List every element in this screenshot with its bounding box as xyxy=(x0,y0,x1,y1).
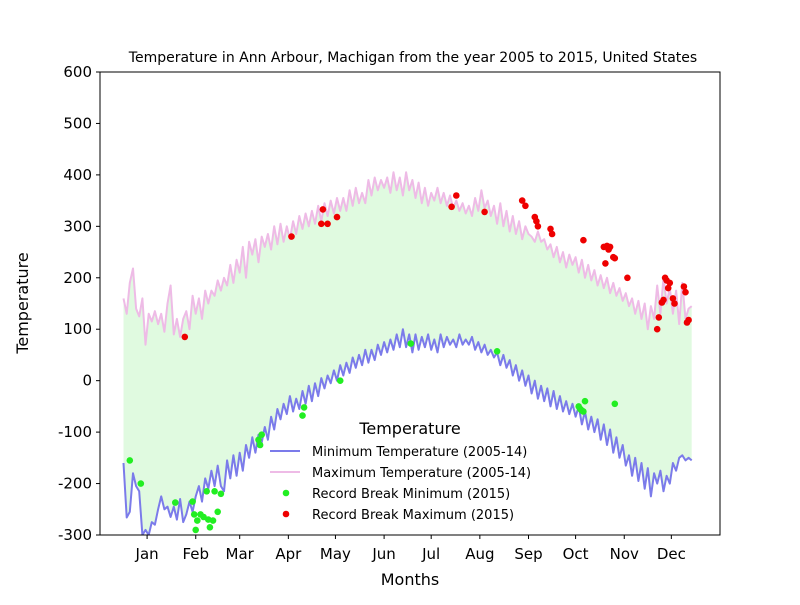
record-max-point xyxy=(664,284,672,292)
legend-title: Temperature xyxy=(358,419,460,438)
x-tick-label: Jun xyxy=(371,545,395,563)
record-min-point xyxy=(581,397,589,405)
legend-entry-label: Minimum Temperature (2005-14) xyxy=(312,445,527,460)
record-min-point xyxy=(611,400,619,408)
record-max-point xyxy=(655,314,663,321)
record-max-point xyxy=(547,225,554,233)
x-tick-label: Jan xyxy=(135,545,159,563)
y-tick-label: 200 xyxy=(63,269,92,287)
record-min-point xyxy=(214,508,221,516)
x-tick-label: Apr xyxy=(275,545,302,563)
record-min-point xyxy=(580,408,587,415)
record-min-point xyxy=(256,441,264,449)
record-min-point xyxy=(192,526,199,534)
x-tick-label: Sep xyxy=(514,545,542,563)
record-min-point xyxy=(493,348,501,355)
record-max-point xyxy=(324,220,331,228)
record-min-point xyxy=(258,431,266,439)
record-max-point xyxy=(653,325,661,333)
record-max-point xyxy=(680,283,688,290)
record-max-point xyxy=(448,203,455,211)
record-max-point xyxy=(606,243,614,251)
y-tick-label: 500 xyxy=(63,114,92,132)
record-max-point xyxy=(288,233,295,240)
x-tick-label: Aug xyxy=(465,545,494,563)
y-tick-label: 600 xyxy=(63,63,92,81)
y-tick-label: -300 xyxy=(58,526,92,544)
legend-marker-swatch xyxy=(282,510,290,518)
record-max-point xyxy=(453,192,460,199)
x-tick-label: Jul xyxy=(421,545,440,563)
legend-entry-label: Maximum Temperature (2005-14) xyxy=(312,466,531,481)
record-max-point xyxy=(533,217,540,225)
y-tick-label: -200 xyxy=(58,475,92,493)
record-min-point xyxy=(194,517,201,524)
plot-frame xyxy=(99,71,721,536)
x-tick-label: Dec xyxy=(657,545,686,563)
record-max-point xyxy=(660,296,667,304)
x-tick-label: May xyxy=(320,545,351,563)
y-tick-label: 0 xyxy=(82,372,92,390)
y-tick-label: 300 xyxy=(63,217,92,235)
fill-between-area xyxy=(123,172,692,535)
record-min-point xyxy=(217,490,225,498)
record-max-point xyxy=(318,220,325,228)
record-min-point xyxy=(172,499,179,506)
record-min-point xyxy=(407,340,415,347)
record-min-point xyxy=(255,436,262,444)
record-max-point xyxy=(669,295,677,302)
legend: Temperature Minimum Temperature (2005-14… xyxy=(270,419,531,523)
record-max-point xyxy=(548,230,556,238)
record-max-point xyxy=(666,279,674,287)
record-max-point xyxy=(671,300,678,307)
record-max-point xyxy=(481,208,488,216)
legend-entry-label: Record Break Minimum (2015) xyxy=(312,487,510,502)
record-min-point xyxy=(299,412,306,419)
maximum-temperature-line xyxy=(122,171,693,346)
record-max-point xyxy=(580,236,587,244)
x-axis: Jan Feb Mar Apr May Jun Jul Aug Sep Oct Nov Dec xyxy=(135,535,686,563)
x-tick-label: Feb xyxy=(182,545,209,563)
record-min-point xyxy=(209,517,217,524)
record-max-point xyxy=(518,197,526,204)
record-max-point xyxy=(534,223,542,230)
record-min-point xyxy=(189,498,196,505)
record-min-point xyxy=(190,511,198,518)
chart-title: Temperature in Ann Arbour, Machigan from… xyxy=(128,50,697,66)
y-tick-label: 400 xyxy=(63,166,92,184)
record-min-point xyxy=(137,480,145,487)
record-max-point xyxy=(602,260,609,267)
x-tick-label: Mar xyxy=(226,545,255,563)
record-max-point xyxy=(685,316,692,324)
record-max-point xyxy=(333,213,341,221)
y-axis-label: Temperature xyxy=(13,252,32,354)
record-min-point xyxy=(126,457,134,464)
x-tick-label: Nov xyxy=(610,545,639,563)
record-max-point xyxy=(522,202,529,210)
record-min-point xyxy=(211,488,218,495)
y-tick-label: -100 xyxy=(58,423,92,441)
x-axis-label: Months xyxy=(381,570,439,589)
legend-entry-label: Record Break Maximum (2015) xyxy=(312,508,514,523)
y-axis: -300 -200 -100 0 100 200 300 400 500 600 xyxy=(58,63,100,544)
record-max-point xyxy=(181,333,189,341)
record-min-point xyxy=(336,377,344,385)
record-max-point xyxy=(624,274,631,282)
x-tick-label: Oct xyxy=(563,545,589,563)
record-max-point xyxy=(611,254,619,262)
record-min-point xyxy=(203,488,210,495)
legend-marker-swatch xyxy=(282,489,290,497)
record-min-point xyxy=(300,404,308,411)
record-min-point xyxy=(206,524,214,531)
record-max-point xyxy=(682,288,689,296)
y-tick-label: 100 xyxy=(63,320,92,338)
minimum-temperature-line xyxy=(122,328,693,535)
record-max-point xyxy=(319,206,327,213)
